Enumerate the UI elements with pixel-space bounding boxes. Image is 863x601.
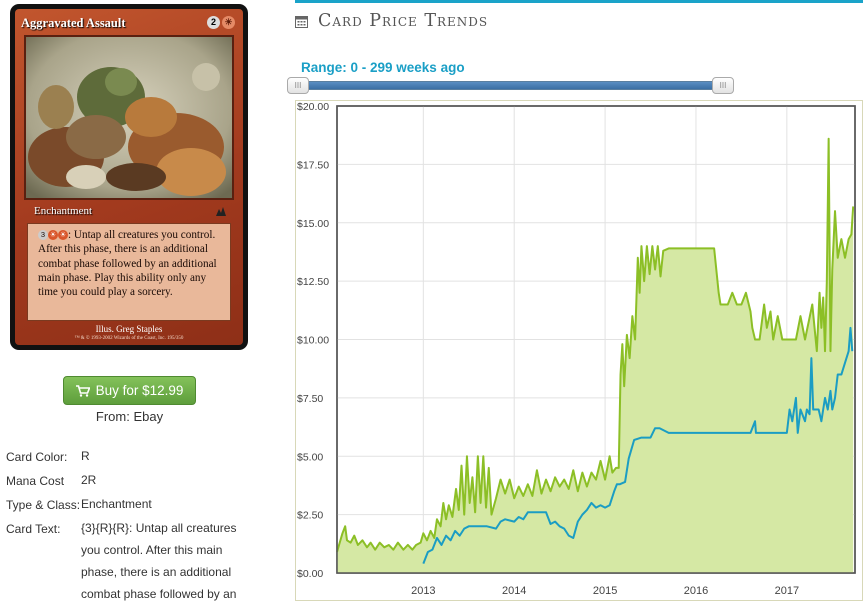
- mana-cost-label: Mana Cost: [6, 474, 65, 488]
- section-title: Card Price Trends: [318, 11, 489, 31]
- price-chart: $0.00 $2.50 $5.00 $7.50 $10.00 $12.50 $15.00 $1…: [295, 100, 863, 601]
- red-mana-icon: ☀: [222, 16, 235, 29]
- y-tick-label: $12.50: [297, 276, 329, 288]
- red-mana-icon: ☀: [58, 230, 68, 240]
- y-tick-label: $2.50: [297, 510, 323, 522]
- accent-bar: [295, 0, 863, 3]
- type-class-label: Type & Class:: [6, 498, 81, 512]
- series-area-1: [337, 138, 854, 573]
- generic-mana-symbol: 2: [207, 16, 220, 29]
- card-text-label: Card Text:: [6, 522, 61, 536]
- shopping-cart-icon: [75, 384, 90, 397]
- calendar-icon: [295, 16, 308, 28]
- series-line-1: [336, 137, 855, 553]
- card-image: Aggravated Assault 2 ☀: [10, 4, 248, 350]
- x-tick-label: 2015: [593, 585, 617, 597]
- buy-source: From: Ebay: [95, 409, 164, 424]
- card-color-value: R: [81, 449, 90, 463]
- card-frame: Aggravated Assault 2 ☀: [15, 9, 243, 345]
- card-rules-textbox: 3 ☀ ☀: Untap all creatures you control. Af…: [27, 223, 231, 321]
- y-tick-label: $15.00: [297, 218, 329, 230]
- card-rules-text: : Untap all creatures you control. After…: [38, 229, 217, 299]
- mana-cost-value: 2R: [81, 473, 97, 487]
- card-copyright: ™ & © 1993-2002 Wizards of the Coast, In…: [74, 336, 184, 341]
- card-type-line: Enchantment: [34, 205, 93, 217]
- set-symbol-icon: [216, 207, 226, 216]
- card-mana-cost: 2 ☀: [207, 16, 235, 29]
- series-line-2: [422, 326, 854, 565]
- x-tick-label: 2014: [502, 585, 526, 597]
- range-slider-handle-end[interactable]: III: [712, 77, 734, 94]
- buy-button-label: Buy for $12.99: [95, 383, 184, 398]
- y-tick-label: $17.50: [297, 159, 329, 171]
- card-color-label: Card Color:: [6, 450, 68, 464]
- red-mana-icon: ☀: [48, 230, 58, 240]
- card-illustrator: Illus. Greg Staples: [95, 324, 163, 334]
- x-tick-label: 2016: [684, 585, 708, 597]
- y-tick-label: $5.00: [297, 451, 323, 463]
- card-text-value: {3}{R}{R}: Untap all creatures you contr…: [81, 521, 237, 601]
- y-tick-label: $20.00: [297, 101, 329, 113]
- card-title: Aggravated Assault: [21, 16, 126, 30]
- range-slider-handle-start[interactable]: III: [287, 77, 309, 94]
- y-tick-label: $10.00: [297, 335, 329, 347]
- price-chart-svg: $0.00 $2.50 $5.00 $7.50 $10.00 $12.50 $15.00 $1…: [295, 100, 863, 601]
- x-tick-label: 2017: [775, 585, 799, 597]
- buy-button[interactable]: Buy for $12.99: [63, 376, 196, 405]
- y-tick-label: $7.50: [297, 393, 323, 405]
- y-tick-label: $0.00: [297, 568, 323, 580]
- range-label: Range: 0 - 299 weeks ago: [301, 60, 465, 75]
- card-artwork-illustration: [26, 37, 232, 198]
- plot-frame: [336, 105, 856, 574]
- card-artwork: [24, 35, 234, 200]
- generic-cost-symbol: 3: [38, 230, 48, 240]
- x-tick-label: 2013: [411, 585, 435, 597]
- range-slider-track[interactable]: [293, 81, 733, 90]
- type-class-value: Enchantment: [81, 497, 152, 511]
